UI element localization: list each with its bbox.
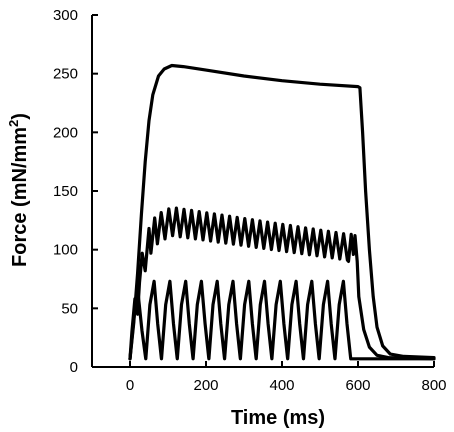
- y-tick-label: 50: [61, 300, 78, 317]
- y-tick-label: 100: [53, 242, 78, 259]
- y-tick-label: 250: [53, 66, 78, 83]
- y-tick-label: 200: [53, 124, 78, 141]
- y-tick-label: 0: [70, 359, 78, 376]
- y-axis-label-main: Force (mN/mm: [9, 127, 31, 267]
- traces: [128, 63, 436, 361]
- x-tick-label: 0: [126, 377, 134, 394]
- y-axis-label: Force (mN/mm2): [6, 113, 31, 267]
- y-axis-label-close: ): [9, 113, 31, 120]
- x-axis-label: Time (ms): [231, 407, 325, 429]
- series-trace-partially-fused-tetanus: [128, 206, 436, 361]
- y-tick-label: 300: [53, 7, 78, 24]
- x-tick-label: 600: [345, 377, 370, 394]
- y-axis-label-superscript: 2: [6, 120, 21, 127]
- series-trace-fused-tetanus: [128, 63, 436, 361]
- x-tick-label: 800: [421, 377, 446, 394]
- x-tick-label: 200: [193, 377, 218, 394]
- y-tick-label: 150: [53, 183, 78, 200]
- series-trace-unfused-tetanus-low: [128, 279, 436, 361]
- y-axis: 0 50 100 150 200 250 300: [53, 7, 98, 376]
- x-tick-label: 400: [269, 377, 294, 394]
- x-axis: 0 200 400 600 800: [92, 361, 447, 394]
